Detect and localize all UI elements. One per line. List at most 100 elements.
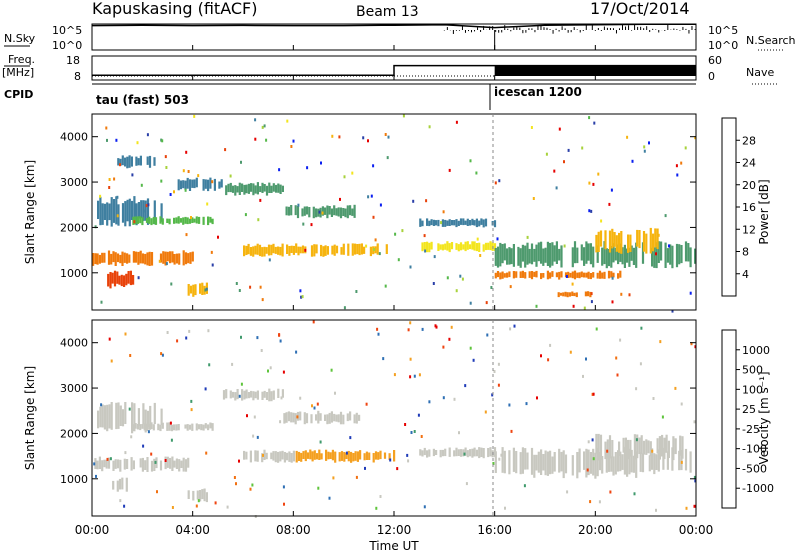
power-cell — [566, 292, 569, 298]
nave-label: Nave — [746, 66, 774, 79]
velocity-cell — [328, 412, 331, 424]
velocity-scatter-point — [256, 336, 259, 340]
power-cell — [455, 219, 458, 228]
power-scatter-point — [608, 202, 611, 206]
velocity-scatter-point — [311, 404, 313, 408]
power-cell — [627, 234, 630, 253]
power-cell — [256, 182, 259, 195]
velocity-cell — [294, 413, 297, 425]
velocity-cell — [337, 414, 340, 423]
power-cell — [587, 271, 590, 279]
power-cell — [544, 247, 547, 263]
velocity-scatter-point — [382, 357, 385, 361]
power-cell — [423, 242, 426, 251]
velocity-cell — [146, 457, 149, 472]
velocity-cell — [641, 453, 645, 473]
power-cell — [126, 156, 129, 169]
power-cell — [342, 208, 345, 216]
velocity-scatter-point — [694, 345, 697, 349]
power-cell — [164, 251, 167, 266]
power-cell — [444, 243, 447, 250]
power-cell — [296, 205, 300, 219]
power-cell — [254, 245, 257, 255]
velocity-cell — [209, 422, 212, 429]
power-cell — [435, 220, 438, 226]
power-cell — [535, 270, 538, 278]
velocity-cell — [204, 423, 207, 429]
velocity-scatter-point — [231, 362, 234, 366]
velocity-cell — [241, 389, 244, 401]
power-cell — [121, 155, 124, 166]
power-cell — [645, 233, 648, 254]
velocity-scatter-point — [547, 358, 550, 362]
power-scatter-point — [206, 202, 209, 206]
velocity-scatter-point — [434, 324, 437, 328]
velocity-scatter-point — [616, 373, 619, 377]
velocity-cell — [159, 460, 163, 471]
power-cell — [564, 291, 567, 297]
power-cell — [635, 242, 638, 268]
velocity-cell — [141, 457, 144, 472]
power-cell — [678, 244, 681, 265]
power-scatter-point — [190, 216, 192, 219]
velocity-cell — [285, 412, 288, 423]
velocity-ytick-label: 2000 — [60, 427, 88, 440]
velocity-cell — [428, 449, 431, 457]
velocity-cell — [311, 451, 314, 462]
power-cell — [432, 219, 435, 226]
velocity-cell — [612, 456, 615, 476]
power-cell — [617, 273, 620, 279]
power-cell — [234, 185, 237, 196]
velocity-scatter-point — [589, 500, 592, 504]
velocity-cell — [200, 424, 203, 431]
power-cell — [258, 244, 262, 257]
velocity-scatter-point — [409, 357, 412, 361]
power-scatter-point — [479, 254, 482, 257]
power-cell — [546, 270, 549, 280]
power-cell — [464, 241, 467, 252]
power-cell — [457, 244, 460, 252]
velocity-scatter-point — [615, 356, 618, 360]
power-scatter-point — [367, 139, 369, 143]
power-cell — [571, 247, 574, 268]
power-cell — [506, 248, 509, 265]
power-scatter-point — [211, 180, 214, 184]
velocity-scatter-point — [176, 339, 179, 343]
noise-left-label: N.Sky — [4, 32, 36, 45]
power-cell — [261, 182, 264, 193]
velocity-scatter-point — [207, 329, 210, 333]
power-scatter-point — [379, 203, 382, 207]
velocity-scatter-point — [150, 452, 153, 456]
power-cell — [374, 246, 377, 254]
power-panel-frame — [91, 113, 697, 311]
power-cell — [132, 275, 135, 285]
velocity-scatter-point — [95, 474, 97, 478]
power-scatter-point — [257, 218, 260, 222]
noise-right-tick-bottom: 10^0 — [708, 39, 738, 52]
power-cell — [628, 247, 631, 267]
power-cell — [204, 179, 207, 189]
velocity-cell — [108, 404, 111, 429]
velocity-cell — [261, 391, 264, 400]
velocity-scatter-point — [693, 504, 696, 508]
velocity-cell — [494, 451, 497, 473]
velocity-scatter-point — [279, 420, 282, 424]
power-cell — [694, 248, 697, 264]
power-scatter-point — [455, 289, 458, 293]
velocity-cell — [535, 454, 538, 471]
noise-left-tick-bottom: 10^0 — [52, 39, 82, 52]
velocity-cell — [139, 458, 142, 468]
velocity-cell — [283, 452, 286, 463]
power-cell — [664, 242, 667, 268]
velocity-cell — [448, 447, 451, 457]
noise-right-tick-top: 10^5 — [708, 24, 738, 37]
velocity-scatter-point — [508, 403, 511, 407]
power-cell — [457, 220, 460, 226]
power-cell — [430, 219, 433, 226]
power-cell — [198, 216, 201, 224]
power-scatter-point — [402, 114, 405, 118]
velocity-scatter-point — [93, 462, 96, 466]
power-scatter-point — [588, 181, 591, 185]
power-cell — [292, 245, 295, 255]
power-cell — [126, 199, 129, 222]
